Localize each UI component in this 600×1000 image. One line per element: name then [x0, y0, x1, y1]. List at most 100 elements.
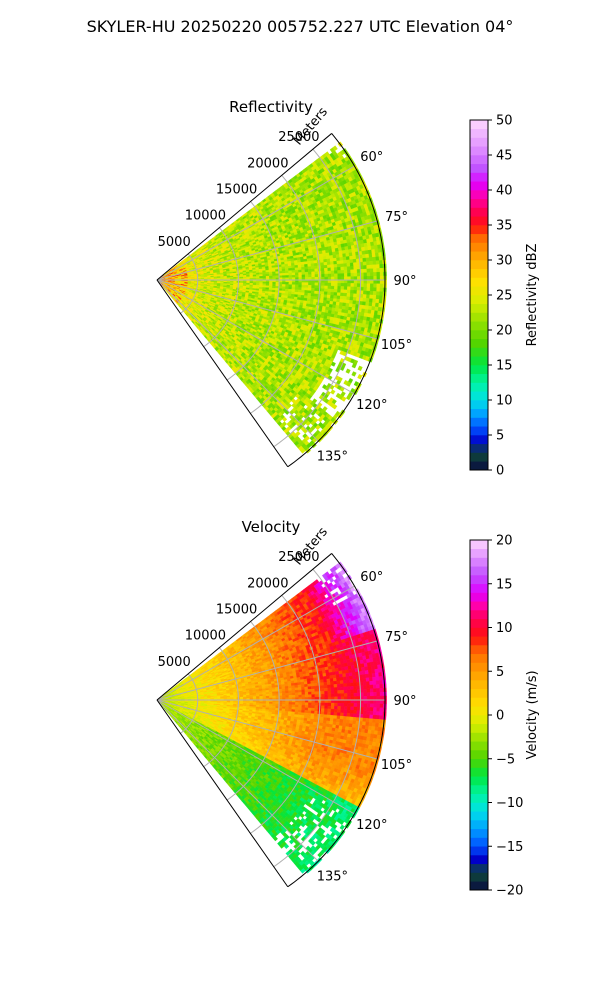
field-cell	[369, 264, 374, 270]
field-cell	[326, 258, 331, 263]
field-cell	[350, 289, 355, 294]
field-cell	[369, 294, 374, 300]
field-cell	[330, 261, 335, 266]
field-cell	[246, 276, 251, 279]
field-cell	[376, 283, 381, 289]
field-cell	[366, 272, 371, 277]
field-cell	[333, 295, 338, 300]
field-cell	[304, 271, 309, 276]
field-cell	[363, 276, 368, 281]
field-cell	[313, 296, 318, 300]
field-cell	[352, 255, 357, 260]
field-cell	[369, 260, 374, 266]
field-cell	[320, 291, 325, 295]
field-cell	[314, 268, 319, 272]
field-cell	[314, 271, 319, 275]
field-cell	[353, 272, 358, 277]
field-cell	[378, 299, 383, 304]
field-cell	[353, 262, 358, 267]
field-cell	[298, 269, 302, 273]
field-cell	[350, 272, 355, 277]
field-cell	[342, 256, 347, 261]
field-cell	[372, 294, 377, 300]
field-cell	[285, 275, 290, 279]
field-cell	[291, 270, 296, 274]
field-cell	[269, 281, 273, 285]
field-cell	[339, 298, 344, 304]
field-cell	[334, 282, 338, 287]
field-cell	[363, 283, 368, 288]
field-cell	[321, 270, 325, 275]
field-cell	[330, 267, 335, 272]
field-cell	[350, 269, 355, 274]
field-cell	[262, 281, 267, 285]
field-cell	[327, 273, 332, 278]
field-cell	[365, 253, 370, 259]
field-cell	[350, 279, 355, 284]
field-cell	[339, 260, 344, 265]
field-cell	[350, 286, 355, 291]
field-cell	[272, 273, 277, 277]
field-cell	[351, 371, 357, 377]
field-cell	[353, 265, 358, 270]
field-cell	[379, 283, 384, 289]
field-cell	[291, 274, 296, 278]
field-cell	[326, 294, 331, 299]
field-cell	[272, 275, 277, 279]
field-cell	[362, 254, 367, 259]
field-cell	[295, 282, 299, 286]
field-cell	[353, 276, 358, 281]
field-cell	[342, 302, 347, 307]
field-cell	[379, 263, 384, 269]
field-cell	[311, 274, 316, 278]
field-cell	[330, 264, 335, 269]
field-cell	[327, 288, 332, 293]
field-cell	[294, 269, 299, 274]
field-cell	[378, 256, 383, 261]
field-cell	[272, 283, 277, 287]
field-cell	[349, 262, 354, 267]
field-cell	[311, 268, 316, 273]
field-cell	[330, 291, 335, 296]
field-cell	[307, 285, 312, 289]
field-cell	[342, 253, 347, 258]
reflectivity-panel: Reflectivity60°75°90°105°120°135°5000100…	[156, 98, 540, 479]
field-cell	[346, 289, 351, 294]
panel-title: Reflectivity	[229, 98, 313, 116]
field-cell	[324, 282, 329, 287]
field-cell	[345, 299, 350, 304]
field-cell	[375, 295, 380, 300]
field-cell	[294, 289, 299, 293]
field-cell	[288, 267, 293, 272]
field-cell	[332, 257, 338, 262]
field-cell	[376, 291, 381, 296]
field-cell	[373, 276, 378, 281]
field-cell	[336, 260, 341, 265]
field-cell	[363, 265, 368, 270]
field-cell	[366, 261, 371, 266]
field-cell	[343, 286, 348, 291]
field-cell	[269, 275, 273, 279]
field-cell	[252, 276, 257, 279]
field-cell	[255, 274, 260, 277]
field-cell	[372, 291, 377, 296]
field-cell	[311, 271, 316, 275]
field-cell	[379, 275, 384, 281]
field-cell	[372, 260, 377, 266]
field-cell	[265, 281, 270, 285]
field-cell	[374, 252, 380, 258]
field-cell	[376, 275, 381, 281]
field-cell	[294, 284, 299, 288]
field-cell	[357, 365, 363, 371]
field-cell	[338, 253, 344, 258]
field-cell	[334, 273, 338, 278]
field-cell	[349, 296, 354, 301]
field-cell	[345, 256, 350, 261]
field-cell	[304, 274, 309, 278]
field-cell	[314, 282, 319, 286]
field-cell	[320, 259, 325, 264]
field-cell	[327, 267, 332, 272]
field-cell	[324, 270, 329, 275]
field-cell	[373, 283, 378, 288]
